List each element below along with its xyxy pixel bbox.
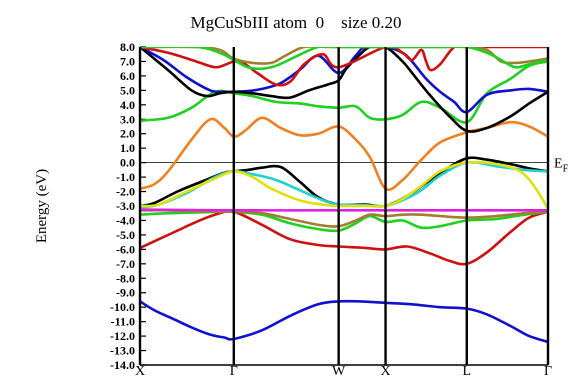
- fermi-level-label: EF: [554, 157, 569, 175]
- y-tick-label: 2.0: [120, 127, 135, 141]
- y-tick-label: -11.0: [111, 315, 135, 329]
- bands-group: [140, 47, 548, 344]
- y-tick-label: 6.0: [120, 69, 135, 83]
- y-tick-label: 4.0: [120, 98, 135, 112]
- y-tick-label: -4.0: [116, 213, 135, 227]
- y-tick-label: -7.0: [116, 257, 135, 271]
- kpoint-label: Γ: [544, 364, 552, 377]
- y-tick-label: -6.0: [116, 242, 135, 256]
- fermi-label-main: E: [554, 157, 563, 172]
- band-line-4: [140, 208, 548, 212]
- y-tick-label: 1.0: [120, 141, 135, 155]
- band-line-0: [140, 299, 548, 344]
- y-tick-label: -5.0: [116, 228, 135, 242]
- y-tick-label: -1.0: [116, 170, 135, 184]
- kpoint-label: L: [462, 364, 471, 377]
- y-tick-label: -9.0: [116, 286, 135, 300]
- y-tick-label: 3.0: [120, 112, 135, 126]
- fermi-label-sub: F: [563, 164, 569, 175]
- y-tick-label: -14.0: [110, 358, 135, 372]
- y-tick-label: -2.0: [116, 185, 135, 199]
- y-tick-label: 0.0: [120, 156, 135, 170]
- y-tick-label: -12.0: [110, 329, 135, 343]
- band-line-7: [140, 160, 548, 211]
- kpoint-label: X: [135, 364, 145, 377]
- y-tick-label: 8.0: [120, 40, 135, 54]
- band-line-13: [140, 47, 548, 65]
- chart-title: MgCuSbIII atom 0 size 0.20: [190, 13, 401, 32]
- plot-area: 8.07.06.05.04.03.02.01.00.0-1.0-2.0-3.0-…: [110, 40, 569, 377]
- y-tick-label: 5.0: [120, 83, 135, 97]
- band-line-2: [140, 210, 548, 233]
- y-tick-label: -3.0: [116, 199, 135, 213]
- y-axis-label: Energy (eV): [34, 169, 50, 243]
- band-line-1: [140, 209, 548, 266]
- y-tick-label: -10.0: [110, 300, 135, 314]
- band-line-12: [140, 47, 548, 87]
- kpoint-label: W: [332, 364, 346, 377]
- y-tick-label: -13.0: [110, 344, 135, 358]
- y-tick-label: -8.0: [116, 271, 135, 285]
- y-tick-label: 7.0: [120, 54, 135, 68]
- band-line-11: [140, 47, 548, 133]
- kpoint-label: X: [380, 364, 390, 377]
- kpoint-label: Γ: [230, 364, 238, 377]
